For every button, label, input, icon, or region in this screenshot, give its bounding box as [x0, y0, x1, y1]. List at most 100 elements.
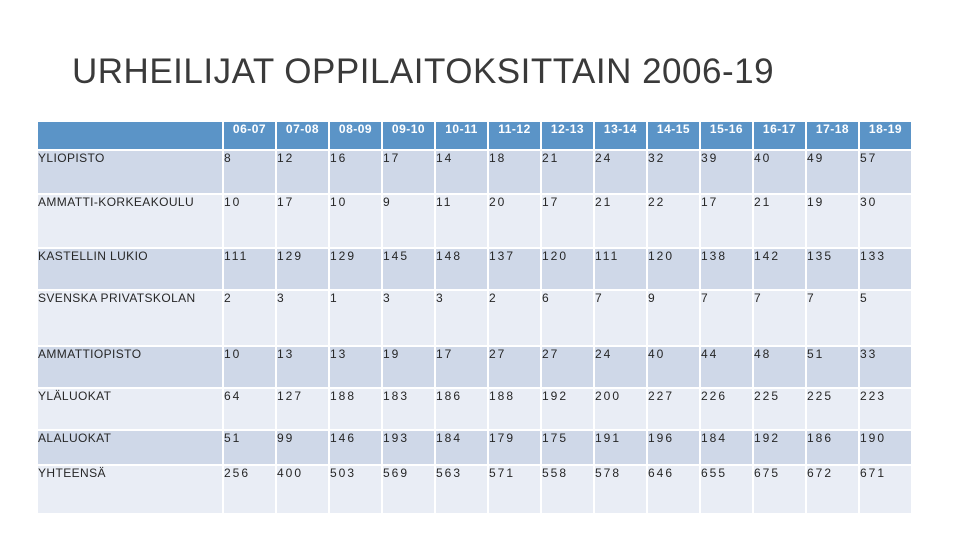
column-header-10-11: 10-11	[436, 122, 487, 149]
column-header-12-13: 12-13	[542, 122, 593, 149]
value-cell: 175	[542, 431, 593, 464]
value-cell: 225	[807, 389, 858, 429]
value-cell: 503	[330, 466, 381, 513]
value-cell: 655	[701, 466, 752, 513]
row-label: AMMATTIOPISTO	[38, 347, 222, 387]
value-cell: 30	[860, 195, 911, 247]
column-header-08-09: 08-09	[330, 122, 381, 149]
value-cell: 146	[330, 431, 381, 464]
value-cell: 24	[595, 347, 646, 387]
table-body: YLIOPISTO 8 12 16 17 14 18 21 24 32 39 40 49 57 AMMATT…	[38, 151, 911, 513]
column-header-16-17: 16-17	[754, 122, 805, 149]
value-cell: 6	[542, 291, 593, 345]
value-cell: 563	[436, 466, 487, 513]
value-cell: 184	[436, 431, 487, 464]
value-cell: 19	[807, 195, 858, 247]
value-cell: 558	[542, 466, 593, 513]
value-cell: 225	[754, 389, 805, 429]
value-cell: 200	[595, 389, 646, 429]
value-cell: 21	[754, 195, 805, 247]
value-cell: 21	[542, 151, 593, 193]
column-header-09-10: 09-10	[383, 122, 434, 149]
value-cell: 227	[648, 389, 699, 429]
value-cell: 16	[330, 151, 381, 193]
table-row: AMMATTI-KORKEAKOULU 10 17 10 9 11 20 17 21 22 17 21…	[38, 195, 911, 247]
table-row: SVENSKA PRIVATSKOLAN 2 3 1 3 3 2 6 7 9 7 7 7 5	[38, 291, 911, 345]
table-row: AMMATTIOPISTO 10 13 13 19 17 27 27 24 40 44 48 51 33	[38, 347, 911, 387]
row-label: YLÄLUOKAT	[38, 389, 222, 429]
value-cell: 11	[436, 195, 487, 247]
row-label: AMMATTI-KORKEAKOULU	[38, 195, 222, 247]
value-cell: 39	[701, 151, 752, 193]
slide-title: URHEILIJAT OPPILAITOKSITTAIN 2006-19	[72, 52, 775, 91]
value-cell: 184	[701, 431, 752, 464]
value-cell: 14	[436, 151, 487, 193]
header-row: 06-07 07-08 08-09 09-10 10-11 11-12 12-13 13-14…	[38, 122, 911, 149]
value-cell: 135	[807, 249, 858, 289]
table-header: 06-07 07-08 08-09 09-10 10-11 11-12 12-13 13-14…	[38, 122, 911, 149]
value-cell: 22	[648, 195, 699, 247]
column-header-11-12: 11-12	[489, 122, 540, 149]
column-header-15-16: 15-16	[701, 122, 752, 149]
table-row: ALALUOKAT 51 99 146 193 184 179 175 191 196 184 192…	[38, 431, 911, 464]
value-cell: 10	[224, 347, 275, 387]
value-cell: 111	[595, 249, 646, 289]
value-cell: 9	[648, 291, 699, 345]
value-cell: 3	[277, 291, 328, 345]
value-cell: 17	[542, 195, 593, 247]
value-cell: 17	[383, 151, 434, 193]
table-row: YLÄLUOKAT 64 127 188 183 186 188 192 200 227 226 22…	[38, 389, 911, 429]
value-cell: 49	[807, 151, 858, 193]
value-cell: 24	[595, 151, 646, 193]
row-label: YLIOPISTO	[38, 151, 222, 193]
value-cell: 188	[330, 389, 381, 429]
value-cell: 191	[595, 431, 646, 464]
column-header-17-18: 17-18	[807, 122, 858, 149]
value-cell: 190	[860, 431, 911, 464]
value-cell: 40	[648, 347, 699, 387]
value-cell: 44	[701, 347, 752, 387]
value-cell: 18	[489, 151, 540, 193]
value-cell: 179	[489, 431, 540, 464]
value-cell: 10	[330, 195, 381, 247]
table-row: KASTELLIN LUKIO 111 129 129 145 148 137 120 111 1…	[38, 249, 911, 289]
value-cell: 120	[648, 249, 699, 289]
value-cell: 32	[648, 151, 699, 193]
value-cell: 137	[489, 249, 540, 289]
value-cell: 226	[701, 389, 752, 429]
value-cell: 17	[701, 195, 752, 247]
value-cell: 19	[383, 347, 434, 387]
value-cell: 9	[383, 195, 434, 247]
value-cell: 7	[754, 291, 805, 345]
column-header-13-14: 13-14	[595, 122, 646, 149]
value-cell: 13	[277, 347, 328, 387]
value-cell: 2	[489, 291, 540, 345]
value-cell: 400	[277, 466, 328, 513]
value-cell: 192	[754, 431, 805, 464]
value-cell: 10	[224, 195, 275, 247]
value-cell: 646	[648, 466, 699, 513]
value-cell: 17	[436, 347, 487, 387]
row-label: KASTELLIN LUKIO	[38, 249, 222, 289]
value-cell: 17	[277, 195, 328, 247]
value-cell: 183	[383, 389, 434, 429]
value-cell: 120	[542, 249, 593, 289]
table-row: YHTEENSÄ 256 400 503 569 563 571 558 578 646 655 67…	[38, 466, 911, 513]
value-cell: 40	[754, 151, 805, 193]
data-table: 06-07 07-08 08-09 09-10 10-11 11-12 12-13 13-14…	[36, 120, 913, 515]
value-cell: 127	[277, 389, 328, 429]
value-cell: 5	[860, 291, 911, 345]
value-cell: 27	[489, 347, 540, 387]
value-cell: 142	[754, 249, 805, 289]
value-cell: 13	[330, 347, 381, 387]
value-cell: 672	[807, 466, 858, 513]
value-cell: 133	[860, 249, 911, 289]
value-cell: 3	[383, 291, 434, 345]
value-cell: 145	[383, 249, 434, 289]
value-cell: 8	[224, 151, 275, 193]
value-cell: 3	[436, 291, 487, 345]
value-cell: 2	[224, 291, 275, 345]
value-cell: 111	[224, 249, 275, 289]
value-cell: 129	[330, 249, 381, 289]
